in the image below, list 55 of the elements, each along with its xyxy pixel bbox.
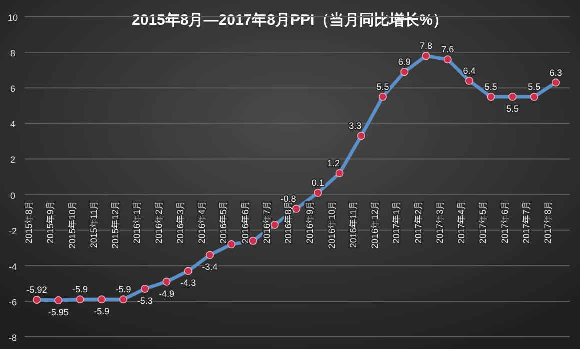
data-label: 5.5 [484,82,498,92]
x-tick-label: 2017年4月 [456,200,466,244]
data-label: 5.5 [528,82,541,92]
data-label: 5.5 [376,82,390,92]
x-tick-label: 2016年3月 [175,200,186,244]
x-tick-label: 2016年7月 [262,200,272,244]
x-tick-label: 2015年8月 [24,200,34,244]
y-tick-label: -4 [8,262,18,272]
x-tick-label: 2016年6月 [240,200,250,244]
data-label: 6.9 [398,57,411,68]
data-label: -5.9 [72,284,88,295]
x-tick-label: 2017年3月 [434,200,445,244]
x-tick-label: 2016年12月 [370,200,380,249]
data-label: 0.1 [312,178,324,188]
x-tick-label: 2016年11月 [348,200,358,248]
data-label: 3.3 [349,121,362,132]
y-tick-label: 0 [10,190,16,201]
data-label: 7.6 [442,44,454,55]
data-label: -5.3 [137,296,153,306]
data-label: -3.4 [202,262,218,272]
data-label: 7.8 [420,41,433,52]
y-tick-label: -8 [8,333,18,343]
data-label: -4.3 [180,278,196,288]
x-tick-label: 2016年5月 [218,200,229,244]
y-tick-label: 10 [8,13,18,23]
x-tick-label: 2015年11月 [88,200,99,248]
x-tick-label: 2017年6月 [500,200,510,244]
y-tick-label: -2 [8,226,18,236]
x-tick-label: 2015年9月 [46,200,56,244]
data-label: -4.9 [158,288,175,299]
y-tick-label: 4 [10,120,16,130]
x-tick-label: 2016年1月 [132,200,142,244]
data-label: 6.3 [550,68,562,78]
y-tick-label: 6 [10,84,16,94]
x-tick-label: 2016年10月 [326,200,337,249]
x-tick-label: 2017年1月 [392,200,402,244]
x-tick-label: 2017年7月 [521,200,532,244]
data-label: 6.4 [463,66,476,76]
x-tick-label: 2016年9月 [305,200,316,244]
data-label: 1.2 [327,158,340,168]
x-tick-label: 2015年12月 [110,200,120,249]
x-tick-label: 2016年4月 [197,200,207,244]
x-tick-label: 2015年10月 [67,200,78,249]
data-label: -5.95 [48,308,69,318]
x-tick-label: 2017年5月 [478,200,488,244]
y-tick-label: 2 [10,155,16,166]
y-tick-label: -6 [8,297,18,308]
data-label: -5.9 [94,306,110,317]
x-tick-label: 2017年2月 [413,200,424,244]
data-label: -5.92 [26,285,48,296]
x-tick-label: 2016年2月 [154,200,164,244]
y-tick-label: 8 [10,48,16,59]
x-tick-label: 2017年8月 [543,200,553,244]
data-label: 5.5 [506,104,520,114]
data-label: -5.9 [116,284,132,295]
